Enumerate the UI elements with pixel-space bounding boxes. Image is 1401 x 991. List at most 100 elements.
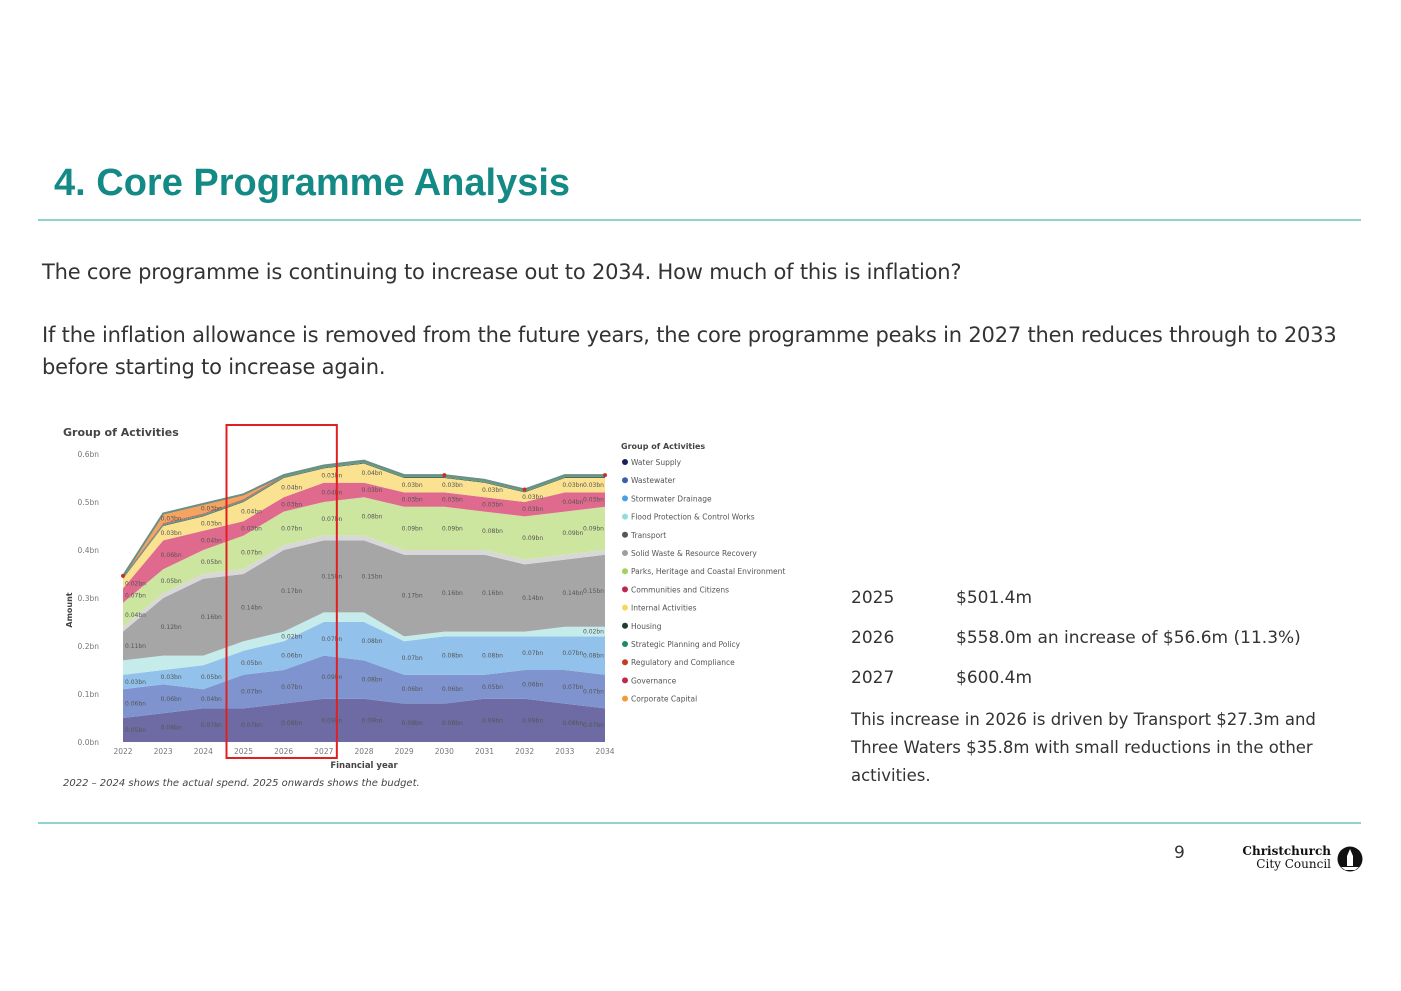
- legend-swatch: [622, 659, 628, 666]
- data-label: 0.07bn: [125, 593, 146, 600]
- legend-item: Flood Protection & Control Works: [631, 513, 755, 522]
- data-label: 0.03bn: [562, 482, 583, 489]
- y-tick-label: 0.3bn: [78, 594, 100, 603]
- y-axis-label: Amount: [65, 592, 74, 627]
- logo-line1: Christchurch: [1242, 844, 1331, 858]
- legend-item: Communities and Citizens: [631, 585, 729, 594]
- legend-swatch: [622, 531, 628, 538]
- footer-divider: [38, 822, 1361, 824]
- data-label: 0.03bn: [161, 530, 182, 537]
- y-tick-label: 0.5bn: [78, 498, 100, 507]
- data-label: 0.03bn: [522, 506, 543, 513]
- data-label: 0.03bn: [583, 497, 604, 504]
- legend-swatch: [622, 677, 628, 684]
- data-label: 0.08bn: [442, 653, 463, 660]
- data-label: 0.14bn: [522, 595, 543, 602]
- x-tick-label: 2028: [354, 747, 373, 756]
- data-label: 0.03bn: [402, 497, 423, 504]
- x-tick-label: 2032: [515, 747, 534, 756]
- x-tick-label: 2026: [274, 747, 293, 756]
- data-label: 0.08bn: [482, 528, 503, 535]
- stat-year: 2027: [851, 668, 895, 688]
- x-axis-label: Financial year: [330, 761, 398, 771]
- stat-value: $558.0m an increase of $56.6m (11.3%): [956, 628, 1301, 648]
- data-label: 0.07bn: [241, 689, 262, 696]
- data-label: 0.03bn: [241, 525, 262, 532]
- data-label: 0.09bn: [321, 674, 342, 681]
- x-tick-label: 2027: [314, 747, 333, 756]
- x-tick-label: 2029: [395, 747, 414, 756]
- y-tick-label: 0.6bn: [78, 450, 100, 459]
- stack-top-marker: [522, 487, 527, 492]
- y-tick-label: 0.4bn: [78, 546, 100, 555]
- data-label: 0.02bn: [125, 581, 146, 588]
- data-label: 0.04bn: [362, 470, 383, 477]
- data-label: 0.07bn: [562, 684, 583, 691]
- data-label: 0.09bn: [402, 525, 423, 532]
- logo-line2: City Council: [1256, 857, 1331, 871]
- legend-item: Wastewater: [631, 476, 676, 485]
- data-label: 0.06bn: [522, 681, 543, 688]
- data-label: 0.05bn: [201, 559, 222, 566]
- data-label: 0.04bn: [201, 696, 222, 703]
- legend-swatch: [622, 513, 628, 520]
- data-label: 0.15bn: [362, 573, 383, 580]
- area-stormwater-drainage: [123, 622, 605, 690]
- legend-item: Strategic Planning and Policy: [631, 640, 741, 649]
- x-tick-label: 2024: [194, 747, 213, 756]
- data-label: 0.14bn: [562, 590, 583, 597]
- data-label: 0.16bn: [482, 590, 503, 597]
- stacked-area-chart: Group of Activities Amount 0.0bn 0.1bn 0.2bn…: [55, 418, 825, 803]
- data-label: 0.04bn: [125, 612, 146, 619]
- data-label: 0.07bn: [522, 650, 543, 657]
- area-wastewater: [123, 655, 605, 718]
- data-label: 0.04bn: [241, 509, 262, 516]
- stack-top-marker: [121, 573, 125, 578]
- data-label: 0.03bn: [321, 473, 342, 480]
- data-label: 0.03bn: [161, 674, 182, 681]
- cathedral-logo-icon: [1337, 846, 1363, 872]
- data-label: 0.07bn: [321, 516, 342, 523]
- legend-swatch: [622, 622, 628, 629]
- data-label: 0.15bn: [583, 588, 604, 595]
- data-label: 0.15bn: [321, 573, 342, 580]
- data-label: 0.07bn: [241, 722, 262, 729]
- y-tick-label: 0.2bn: [78, 642, 100, 651]
- data-label: 0.16bn: [442, 590, 463, 597]
- data-label: 0.03bn: [442, 482, 463, 489]
- x-tick-label: 2025: [234, 747, 253, 756]
- area-parks-heritage-and-coastal-environment: [123, 497, 605, 627]
- data-label: 0.05bn: [125, 727, 146, 734]
- legend-item: Regulatory and Compliance: [631, 658, 735, 667]
- data-label: 0.06bn: [125, 701, 146, 708]
- x-tick-label: 2030: [435, 747, 454, 756]
- data-label: 0.16bn: [201, 614, 222, 621]
- x-tick-label: 2033: [555, 747, 574, 756]
- legend-item: Transport: [630, 531, 666, 540]
- stack-top-marker: [603, 473, 607, 478]
- area-flood-protection-control-works: [123, 612, 605, 675]
- logo-text: Christchurch City Council: [1242, 845, 1331, 871]
- data-label: 0.09bn: [362, 717, 383, 724]
- data-label: 0.03bn: [522, 494, 543, 501]
- highlight-box: [225, 424, 338, 759]
- area-water-supply: [123, 698, 605, 742]
- data-label: 0.07bn: [201, 722, 222, 729]
- data-label: 0.07bn: [241, 549, 262, 556]
- data-label: 0.03bn: [402, 482, 423, 489]
- y-tick-label: 0.1bn: [78, 690, 100, 699]
- legend-swatch: [622, 550, 628, 556]
- stat-value: $501.4m: [956, 588, 1033, 608]
- legend-swatch: [622, 586, 628, 593]
- data-label: 0.08bn: [362, 677, 383, 684]
- data-label: 0.09bn: [321, 717, 342, 724]
- legend-item: Housing: [631, 622, 662, 631]
- y-tick-label: 0.0bn: [78, 738, 100, 747]
- data-label: 0.08bn: [583, 653, 604, 660]
- data-label: 0.03bn: [362, 487, 383, 494]
- data-label: 0.09bn: [562, 530, 583, 537]
- data-label: 0.09bn: [522, 535, 543, 542]
- data-label: 0.08bn: [362, 638, 383, 645]
- page-number: 9: [1174, 843, 1185, 863]
- data-label: 0.02bn: [583, 629, 604, 636]
